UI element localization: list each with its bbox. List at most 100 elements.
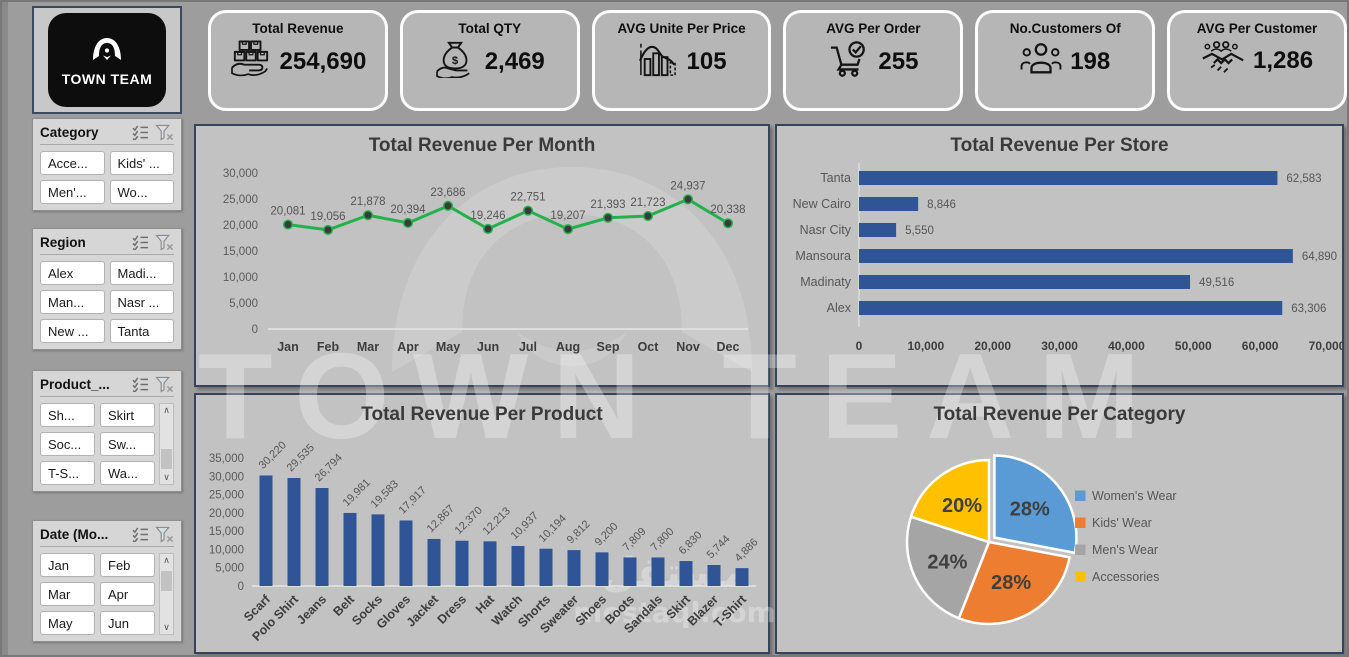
svg-text:30,000: 30,000 [209, 471, 244, 483]
svg-text:15,000: 15,000 [223, 246, 258, 258]
slicer-product-option[interactable]: T-S... [40, 461, 95, 485]
multiselect-icon[interactable] [131, 527, 150, 542]
slicer-product-option[interactable]: Wa... [100, 461, 155, 485]
svg-text:20,000: 20,000 [209, 508, 244, 520]
legend-swatch [1075, 490, 1086, 501]
slicer-date-option[interactable]: May [40, 611, 95, 635]
slicer-category-option[interactable]: Kids' ... [109, 151, 174, 175]
clear-filter-icon[interactable] [155, 376, 174, 393]
svg-text:Apr: Apr [397, 340, 419, 354]
svg-text:Sep: Sep [597, 340, 620, 354]
kpi-value: 254,690 [279, 47, 367, 75]
svg-text:Jul: Jul [519, 340, 537, 354]
kpi-label: AVG Per Customer [1196, 21, 1318, 36]
scrollbar-thumb[interactable] [161, 571, 172, 591]
scroll-down-icon[interactable]: ∨ [163, 472, 170, 482]
slicer-date-option[interactable]: Jun [100, 611, 155, 635]
slicer-category-option[interactable]: Acce... [40, 151, 105, 175]
slicer-date-option[interactable]: Apr [100, 582, 155, 606]
product-bar [735, 568, 749, 586]
slicer-category-option[interactable]: Wo... [109, 180, 174, 204]
scroll-up-icon[interactable]: ∧ [163, 555, 170, 565]
data-point-marker [442, 200, 454, 211]
pie-slice [993, 454, 1078, 555]
multiselect-icon[interactable] [131, 377, 150, 392]
store-bar [859, 223, 897, 237]
svg-text:Dress: Dress [435, 592, 470, 627]
product-bar [315, 488, 329, 586]
svg-text:49,516: 49,516 [1199, 277, 1234, 289]
svg-text:Dec: Dec [717, 340, 740, 354]
slicer-product-scrollbar[interactable]: ∧ ∨ [159, 403, 174, 485]
slicer-region-option[interactable]: Tanta [109, 319, 174, 343]
slicer-category-option[interactable]: Men'... [40, 180, 105, 204]
chart-panel-category: Total Revenue Per Category 28% 28% 24% 20% W… [775, 393, 1344, 654]
svg-text:0: 0 [238, 581, 244, 593]
histogram-icon [637, 40, 679, 83]
svg-text:Men's Wear: Men's Wear [1092, 543, 1158, 557]
svg-text:Women's Wear: Women's Wear [1092, 489, 1177, 503]
data-point-marker [482, 223, 494, 234]
scrollbar-thumb[interactable] [161, 449, 172, 469]
slicer-product-option[interactable]: Soc... [40, 432, 95, 456]
svg-text:8,846: 8,846 [927, 199, 956, 211]
brand-logo: TOWN TEAM [48, 13, 166, 107]
kpi-row: Total Revenue 254,690 Total QTY $2,469 AVG U… [208, 10, 1347, 111]
clear-filter-icon[interactable] [155, 234, 174, 251]
scroll-up-icon[interactable]: ∧ [163, 405, 170, 415]
line-chart: 30,000 25,000 20,000 15,000 10,000 5,000 0 20,0… [223, 168, 748, 354]
svg-text:New Cairo: New Cairo [793, 197, 851, 211]
data-point-marker [722, 218, 734, 229]
slicer-date-scrollbar[interactable]: ∧ ∨ [159, 553, 174, 635]
slicer-product-title: Product_... [40, 377, 110, 392]
slicer-product-option[interactable]: Skirt [100, 403, 155, 427]
slicer-date-option[interactable]: Jan [40, 553, 95, 577]
data-point-marker [642, 210, 654, 222]
kpi-label: AVG Unite Per Price [617, 21, 746, 36]
slicer-region-option[interactable]: Man... [40, 290, 105, 314]
chart-panel-store: Total Revenue Per Store Tanta 62,583 New C… [775, 124, 1346, 387]
slicer-product-option[interactable]: Sh... [40, 403, 95, 427]
svg-text:22,751: 22,751 [510, 192, 545, 204]
slicer-region-option[interactable]: New ... [40, 319, 105, 343]
chart-panel-product: Total Revenue Per Product 35,000 30,000 25… [194, 393, 770, 654]
svg-text:10,194: 10,194 [537, 513, 569, 545]
legend-swatch [1075, 544, 1086, 555]
slicer-product-option[interactable]: Sw... [100, 432, 155, 456]
slicer-region-title: Region [40, 235, 86, 250]
slicer-region-option[interactable]: Alex [40, 261, 105, 285]
product-bar [455, 540, 469, 586]
multiselect-icon[interactable] [131, 235, 150, 250]
brand-name: TOWN TEAM [61, 70, 153, 87]
scroll-down-icon[interactable]: ∨ [163, 622, 170, 632]
slicer-date-option[interactable]: Feb [100, 553, 155, 577]
multiselect-icon[interactable] [131, 125, 150, 140]
svg-text:5,550: 5,550 [905, 225, 934, 237]
svg-text:20,000: 20,000 [974, 339, 1011, 353]
svg-text:25,000: 25,000 [209, 490, 244, 502]
slicer-region-option[interactable]: Madi... [109, 261, 174, 285]
svg-text:20,081: 20,081 [270, 206, 305, 218]
svg-text:4,886: 4,886 [733, 536, 761, 564]
pie-slice [905, 515, 991, 620]
data-point-marker [602, 212, 614, 223]
kpi-card-no-customers: No.Customers Of 198 [975, 10, 1156, 111]
category-pie-chart: 28% 28% 24% 20% Women's Wear Kids' Wear Men's … [905, 454, 1177, 626]
chart-title-category: Total Revenue Per Category [933, 404, 1186, 425]
kpi-value: 198 [1070, 47, 1111, 75]
data-point-marker [522, 205, 534, 216]
store-bar [859, 301, 1283, 315]
product-bar [259, 475, 273, 586]
clear-filter-icon[interactable] [155, 526, 174, 543]
svg-text:23,686: 23,686 [430, 187, 465, 199]
slicer-date-option[interactable]: Mar [40, 582, 95, 606]
svg-text:20,394: 20,394 [390, 204, 426, 216]
product-bar [427, 538, 441, 586]
svg-text:10,937: 10,937 [509, 510, 541, 542]
svg-text:30,000: 30,000 [1041, 339, 1078, 353]
clear-filter-icon[interactable] [155, 124, 174, 141]
svg-text:Accessories: Accessories [1092, 570, 1159, 584]
slicer-region-option[interactable]: Nasr ... [109, 290, 174, 314]
store-bar [859, 197, 919, 211]
svg-text:6,830: 6,830 [677, 529, 705, 557]
